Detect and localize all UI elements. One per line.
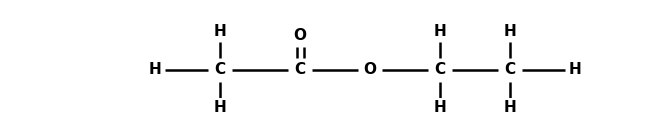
Text: H: H bbox=[434, 24, 447, 39]
Text: H: H bbox=[434, 101, 447, 116]
Text: H: H bbox=[504, 24, 516, 39]
Text: H: H bbox=[214, 24, 226, 39]
Text: C: C bbox=[294, 62, 305, 78]
Text: O: O bbox=[363, 62, 376, 78]
Text: C: C bbox=[504, 62, 515, 78]
Text: H: H bbox=[149, 62, 161, 78]
Text: C: C bbox=[434, 62, 445, 78]
Text: H: H bbox=[569, 62, 581, 78]
Text: H: H bbox=[214, 101, 226, 116]
Text: O: O bbox=[294, 27, 307, 43]
Text: C: C bbox=[214, 62, 226, 78]
Text: H: H bbox=[504, 101, 516, 116]
